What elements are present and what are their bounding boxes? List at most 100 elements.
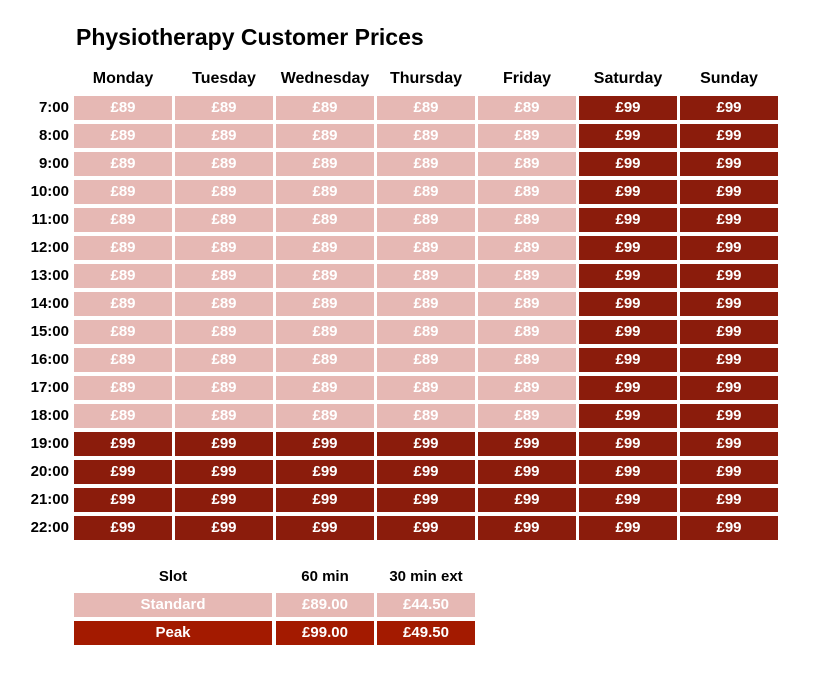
price-cell-standard: £89 <box>377 180 475 204</box>
time-label: 13:00 <box>30 267 69 284</box>
time-label: 17:00 <box>30 379 69 396</box>
price-cell-peak: £99 <box>579 320 677 344</box>
price-cell-peak: £99 <box>579 404 677 428</box>
price-cell-standard: £89 <box>74 208 172 232</box>
price-cell-peak: £99 <box>680 292 778 316</box>
price-cell-standard: £89 <box>377 320 475 344</box>
legend-slot-standard: Standard <box>74 593 272 617</box>
time-label: 9:00 <box>38 155 69 172</box>
price-cell-standard: £89 <box>377 152 475 176</box>
day-header-friday: Friday <box>502 70 551 87</box>
price-cell-standard: £89 <box>478 236 576 260</box>
price-cell-peak: £99 <box>680 404 778 428</box>
price-cell-peak: £99 <box>579 124 677 148</box>
price-cell-peak: £99 <box>680 516 778 540</box>
price-cell-peak: £99 <box>74 460 172 484</box>
price-cell-standard: £89 <box>377 376 475 400</box>
price-cell-standard: £89 <box>276 124 374 148</box>
price-cell-peak: £99 <box>680 460 778 484</box>
price-cell-standard: £89 <box>175 96 273 120</box>
time-label: 10:00 <box>30 183 69 200</box>
time-label: 18:00 <box>30 407 69 424</box>
price-cell-standard: £89 <box>478 124 576 148</box>
price-cell-standard: £89 <box>74 96 172 120</box>
price-cell-standard: £89 <box>478 404 576 428</box>
price-cell-standard: £89 <box>478 376 576 400</box>
price-cell-peak: £99 <box>478 432 576 456</box>
price-cell-peak: £99 <box>276 488 374 512</box>
price-cell-standard: £89 <box>276 152 374 176</box>
price-cell-standard: £89 <box>175 236 273 260</box>
price-cell-standard: £89 <box>74 264 172 288</box>
price-cell-peak: £99 <box>579 516 677 540</box>
price-cell-peak: £99 <box>74 432 172 456</box>
price-cell-peak: £99 <box>680 348 778 372</box>
price-cell-standard: £89 <box>74 236 172 260</box>
day-header-saturday: Saturday <box>593 70 663 87</box>
price-cell-peak: £99 <box>74 488 172 512</box>
price-cell-peak: £99 <box>680 152 778 176</box>
price-cell-standard: £89 <box>478 264 576 288</box>
price-cell-standard: £89 <box>478 292 576 316</box>
legend-header-60min: 60 min <box>301 568 349 585</box>
price-cell-peak: £99 <box>680 432 778 456</box>
price-cell-peak: £99 <box>579 236 677 260</box>
price-cell-peak: £99 <box>680 488 778 512</box>
price-cell-peak: £99 <box>680 236 778 260</box>
price-cell-peak: £99 <box>175 460 273 484</box>
price-cell-peak: £99 <box>175 488 273 512</box>
price-cell-standard: £89 <box>377 236 475 260</box>
price-cell-standard: £89 <box>276 208 374 232</box>
legend-slot-peak: Peak <box>74 621 272 645</box>
day-header-wednesday: Wednesday <box>280 70 370 87</box>
price-cell-peak: £99 <box>680 124 778 148</box>
price-cell-standard: £89 <box>377 404 475 428</box>
time-label: 15:00 <box>30 323 69 340</box>
time-label: 12:00 <box>30 239 69 256</box>
time-label: 22:00 <box>30 519 69 536</box>
price-cell-standard: £89 <box>377 96 475 120</box>
price-cell-peak: £99 <box>579 180 677 204</box>
price-cell-peak: £99 <box>175 516 273 540</box>
price-cell-standard: £89 <box>478 96 576 120</box>
price-cell-peak: £99 <box>377 432 475 456</box>
price-cell-standard: £89 <box>74 152 172 176</box>
price-cell-standard: £89 <box>175 208 273 232</box>
price-cell-standard: £89 <box>377 208 475 232</box>
price-cell-peak: £99 <box>579 152 677 176</box>
price-cell-peak: £99 <box>579 488 677 512</box>
price-cell-standard: £89 <box>74 348 172 372</box>
price-cell-standard: £89 <box>175 152 273 176</box>
price-cell-peak: £99 <box>680 180 778 204</box>
price-cell-peak: £99 <box>175 432 273 456</box>
price-cell-standard: £89 <box>377 264 475 288</box>
price-cell-peak: £99 <box>680 208 778 232</box>
price-cell-standard: £89 <box>478 152 576 176</box>
price-cell-standard: £89 <box>74 376 172 400</box>
time-label: 16:00 <box>30 351 69 368</box>
price-cell-standard: £89 <box>175 264 273 288</box>
price-cell-standard: £89 <box>276 180 374 204</box>
price-cell-standard: £89 <box>175 320 273 344</box>
time-label: 20:00 <box>30 463 69 480</box>
price-cell-peak: £99 <box>478 460 576 484</box>
price-cell-standard: £89 <box>276 348 374 372</box>
price-cell-standard: £89 <box>175 180 273 204</box>
legend-60min-peak: £99.00 <box>276 621 374 645</box>
price-cell-peak: £99 <box>74 516 172 540</box>
price-cell-standard: £89 <box>276 376 374 400</box>
page-title: Physiotherapy Customer Prices <box>76 24 424 50</box>
day-header-sunday: Sunday <box>700 70 758 87</box>
price-cell-standard: £89 <box>74 404 172 428</box>
price-cell-standard: £89 <box>175 292 273 316</box>
legend-header-30min-ext: 30 min ext <box>389 568 463 585</box>
time-label: 14:00 <box>30 295 69 312</box>
price-cell-standard: £89 <box>175 124 273 148</box>
price-cell-standard: £89 <box>74 292 172 316</box>
legend-30min-standard: £44.50 <box>377 593 475 617</box>
price-cell-peak: £99 <box>579 432 677 456</box>
time-label: 8:00 <box>38 127 69 144</box>
price-cell-peak: £99 <box>478 516 576 540</box>
price-cell-standard: £89 <box>175 404 273 428</box>
price-cell-peak: £99 <box>276 432 374 456</box>
